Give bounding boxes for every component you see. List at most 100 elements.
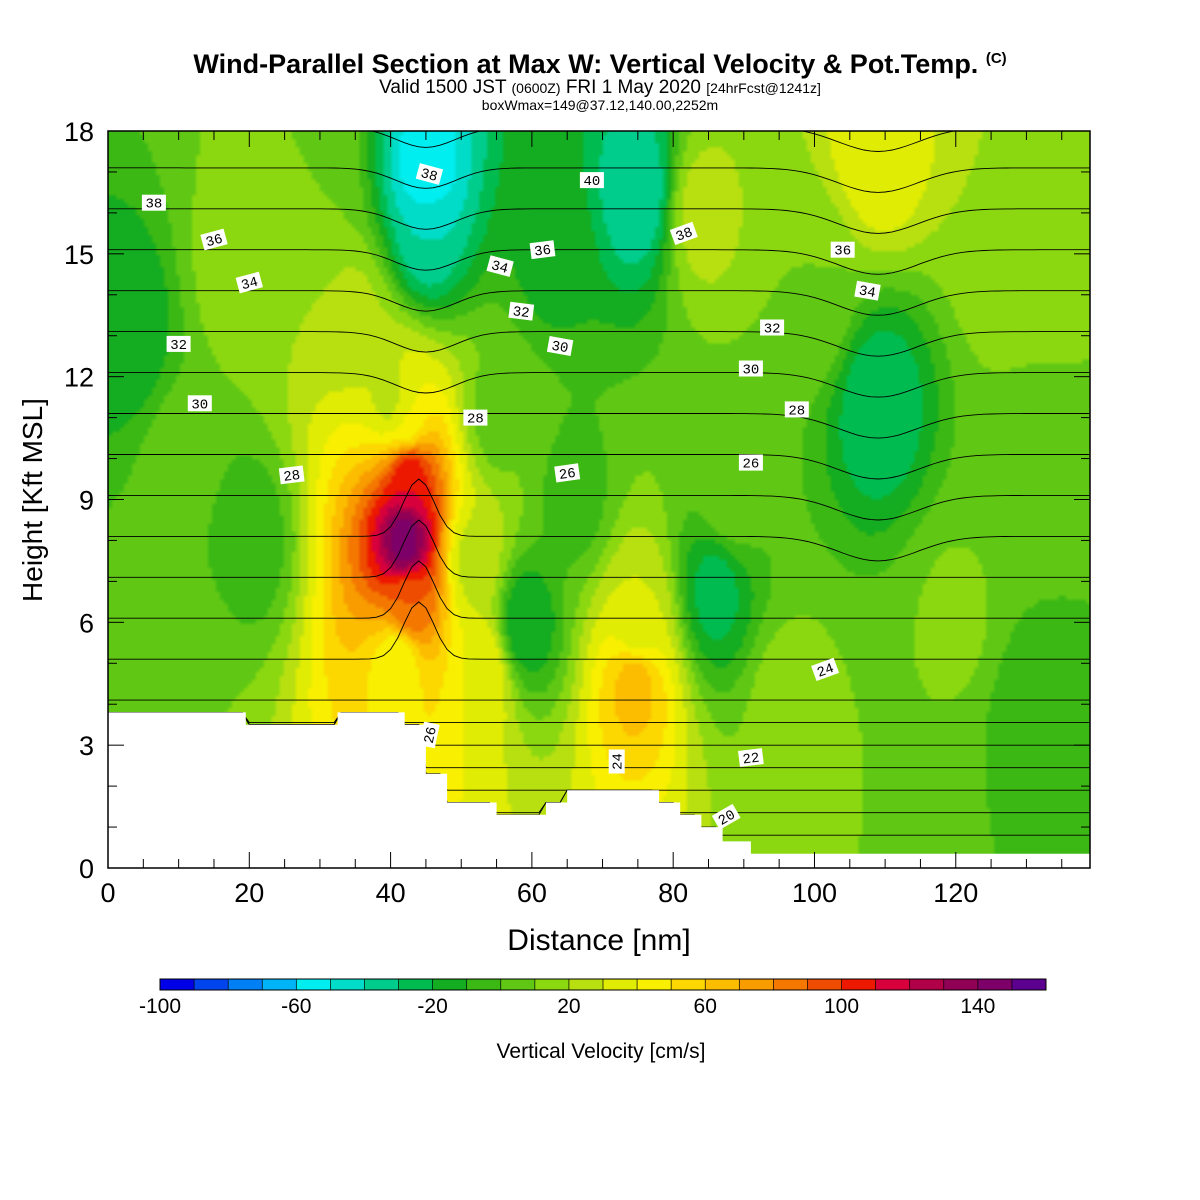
y-tick-label: 3 — [79, 731, 94, 761]
x-tick-label: 100 — [792, 878, 837, 908]
colorbar-swatch — [398, 979, 434, 990]
contour-label-text: 26 — [742, 457, 759, 473]
x-tick-label: 40 — [376, 878, 406, 908]
contour-label: 22 — [738, 748, 764, 769]
contour-label-box — [141, 194, 166, 211]
y-tick-label: 15 — [64, 240, 94, 270]
contour-label: 24 — [811, 657, 840, 682]
contour-label: 32 — [166, 335, 191, 354]
contour-label: 26 — [738, 454, 763, 473]
theta-contour-line — [108, 331, 1090, 357]
contour-label: 36 — [200, 228, 228, 252]
colorbar-swatch — [296, 979, 331, 990]
colorbar-swatch — [977, 979, 1013, 990]
contour-label-box — [529, 240, 556, 260]
contour-label-box — [486, 255, 514, 277]
colorbar-swatch — [943, 979, 979, 990]
colorbar-swatch — [739, 979, 774, 990]
contour-label-box — [711, 803, 741, 830]
contour-label-box — [669, 221, 698, 246]
contour-label-box — [738, 454, 763, 471]
colorbar-swatch — [500, 979, 536, 990]
colorbar-tick-label: 140 — [960, 995, 995, 1018]
theta-contour-line — [108, 478, 1090, 562]
contour-label-text: 34 — [240, 275, 260, 295]
colorbar-swatch — [637, 979, 672, 990]
box-info: boxWmax=149@37.12,140.00,2252m — [481, 97, 719, 113]
colorbar-swatch — [1011, 979, 1047, 990]
contour-label-text: 28 — [467, 412, 484, 428]
contour-label-box — [235, 271, 263, 294]
colorbar-swatch — [773, 979, 808, 990]
contour-label: 38 — [669, 221, 698, 246]
contour-label-text: 30 — [550, 339, 569, 358]
colorbar-swatch — [466, 979, 502, 990]
theta-contour-line — [108, 601, 1090, 660]
contour-label-text: 32 — [512, 304, 531, 322]
contour-label-text: 22 — [742, 751, 761, 769]
contour-label-box — [579, 172, 604, 189]
contour-label-text: 20 — [716, 807, 739, 829]
contour-label-text: 40 — [583, 174, 600, 190]
theta-contour-line — [108, 519, 1090, 578]
colorbar-swatch — [364, 979, 400, 990]
contour-label-box — [166, 335, 191, 352]
theta-contour-line — [108, 711, 1090, 724]
x-tick-label: 60 — [517, 878, 547, 908]
contour-label: 24 — [608, 749, 627, 774]
y-tick-label: 0 — [79, 854, 94, 884]
colorbar-swatch — [909, 979, 945, 990]
colorbar-tick-label: 60 — [694, 995, 717, 1018]
contour-label-box — [278, 465, 305, 485]
theta-contour-line — [108, 167, 1090, 193]
terrain — [108, 712, 1090, 868]
theta-contour-line — [108, 560, 1090, 619]
theta-contour-line — [108, 413, 1090, 439]
colorbar-swatch — [432, 979, 468, 990]
contour-label-text: 36 — [533, 243, 552, 261]
colorbar-tick-label: -20 — [417, 995, 447, 1018]
contour-label-text: 34 — [857, 283, 876, 302]
colorbar-tick-label: -60 — [281, 995, 311, 1018]
colorbar-tick-label: 20 — [557, 995, 580, 1018]
theta-contour-line — [108, 494, 1090, 521]
colorbar-swatch — [875, 979, 911, 990]
contour-label-box — [811, 657, 840, 682]
colorbar-swatch — [671, 979, 706, 990]
y-tick-label: 12 — [64, 363, 94, 393]
contour-label-text: 36 — [834, 244, 851, 260]
contour-label: 26 — [554, 463, 581, 484]
theta-contour-line — [108, 372, 1090, 398]
utc-time: (0600Z) — [511, 80, 561, 96]
contour-label-box — [546, 336, 574, 356]
contour-label-text: 34 — [489, 258, 509, 278]
x-tick-label: 0 — [100, 878, 115, 908]
contour-label-text: 38 — [674, 225, 695, 246]
colorbar-swatch — [194, 979, 229, 990]
contour-label-text: 24 — [815, 661, 836, 682]
contour-label: 30 — [738, 360, 763, 379]
contour-label: 28 — [463, 409, 488, 428]
theta-contour-line — [108, 249, 1090, 275]
contour-label-text: 32 — [170, 338, 187, 354]
contour-label: 36 — [529, 240, 556, 261]
y-tick-label: 9 — [79, 486, 94, 516]
contour-label-text: 26 — [422, 725, 441, 745]
contour-label-text: 28 — [283, 468, 302, 486]
contour-label: 28 — [784, 401, 809, 419]
colorbar-swatch — [534, 979, 570, 990]
contour-label: 34 — [486, 255, 514, 278]
colorbar-tick-label: 100 — [824, 995, 859, 1018]
colorbar-swatch — [807, 979, 843, 990]
forecast-date: FRI 1 May 2020 — [565, 77, 701, 98]
contour-label: 38 — [415, 163, 444, 186]
contour-label: 34 — [854, 280, 881, 302]
colorbar-swatch — [228, 979, 263, 990]
y-tick-label: 6 — [79, 608, 94, 638]
contour-label-text: 36 — [204, 232, 224, 252]
theta-contour-labels: 38 36 34 32 30 28 38 40 36 34 32 30 28 26 38 36 34 32 30 28… — [141, 163, 881, 830]
copyright-mark: (C) — [985, 50, 1007, 67]
contour-label: 36 — [830, 241, 855, 260]
contour-label-box — [463, 409, 488, 426]
